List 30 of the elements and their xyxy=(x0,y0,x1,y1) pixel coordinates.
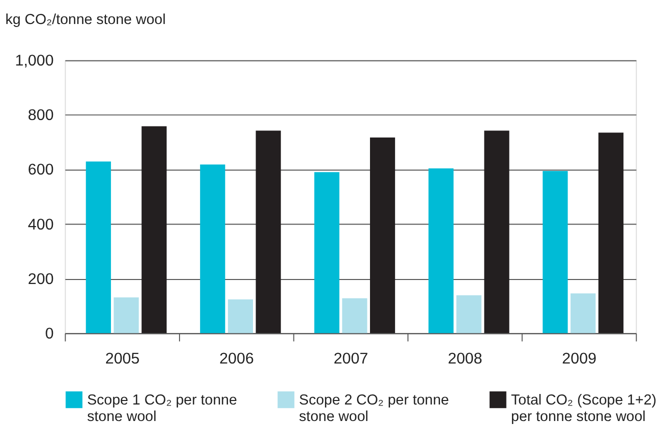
x-tick-label: 2009 xyxy=(562,350,596,368)
bar xyxy=(370,137,396,334)
y-tick-label: 400 xyxy=(28,216,54,234)
y-tick-label: 0 xyxy=(45,325,54,342)
x-tick-label: 2005 xyxy=(105,350,140,368)
y-tick-label: 200 xyxy=(28,270,54,288)
bar xyxy=(114,297,139,334)
bar xyxy=(256,130,281,334)
bar xyxy=(142,126,167,334)
y-tick-label: 800 xyxy=(28,107,54,124)
y-tick-label: 1,000 xyxy=(14,52,54,70)
bar xyxy=(228,299,254,334)
y-tick-label: 600 xyxy=(28,162,54,179)
bar xyxy=(428,168,454,334)
bar xyxy=(456,295,482,334)
bar xyxy=(542,171,568,334)
x-tick-label: 2007 xyxy=(334,350,368,368)
legend-label: Scope 2 CO₂ per tonne stone wool xyxy=(299,392,449,426)
bar xyxy=(342,298,368,334)
bar xyxy=(570,293,596,334)
bar xyxy=(484,130,510,334)
y-axis-title: kg CO₂/tonne stone wool xyxy=(5,12,166,28)
bar xyxy=(314,172,340,334)
legend-label: Total CO₂ (Scope 1+2) per tonne stone wool xyxy=(511,392,656,426)
legend-label: Scope 1 CO₂ per tonne stone wool xyxy=(87,392,238,426)
bar xyxy=(86,162,111,334)
x-tick-label: 2008 xyxy=(448,350,482,368)
bar xyxy=(200,164,226,334)
x-tick-label: 2006 xyxy=(219,350,254,368)
bar xyxy=(598,132,624,334)
